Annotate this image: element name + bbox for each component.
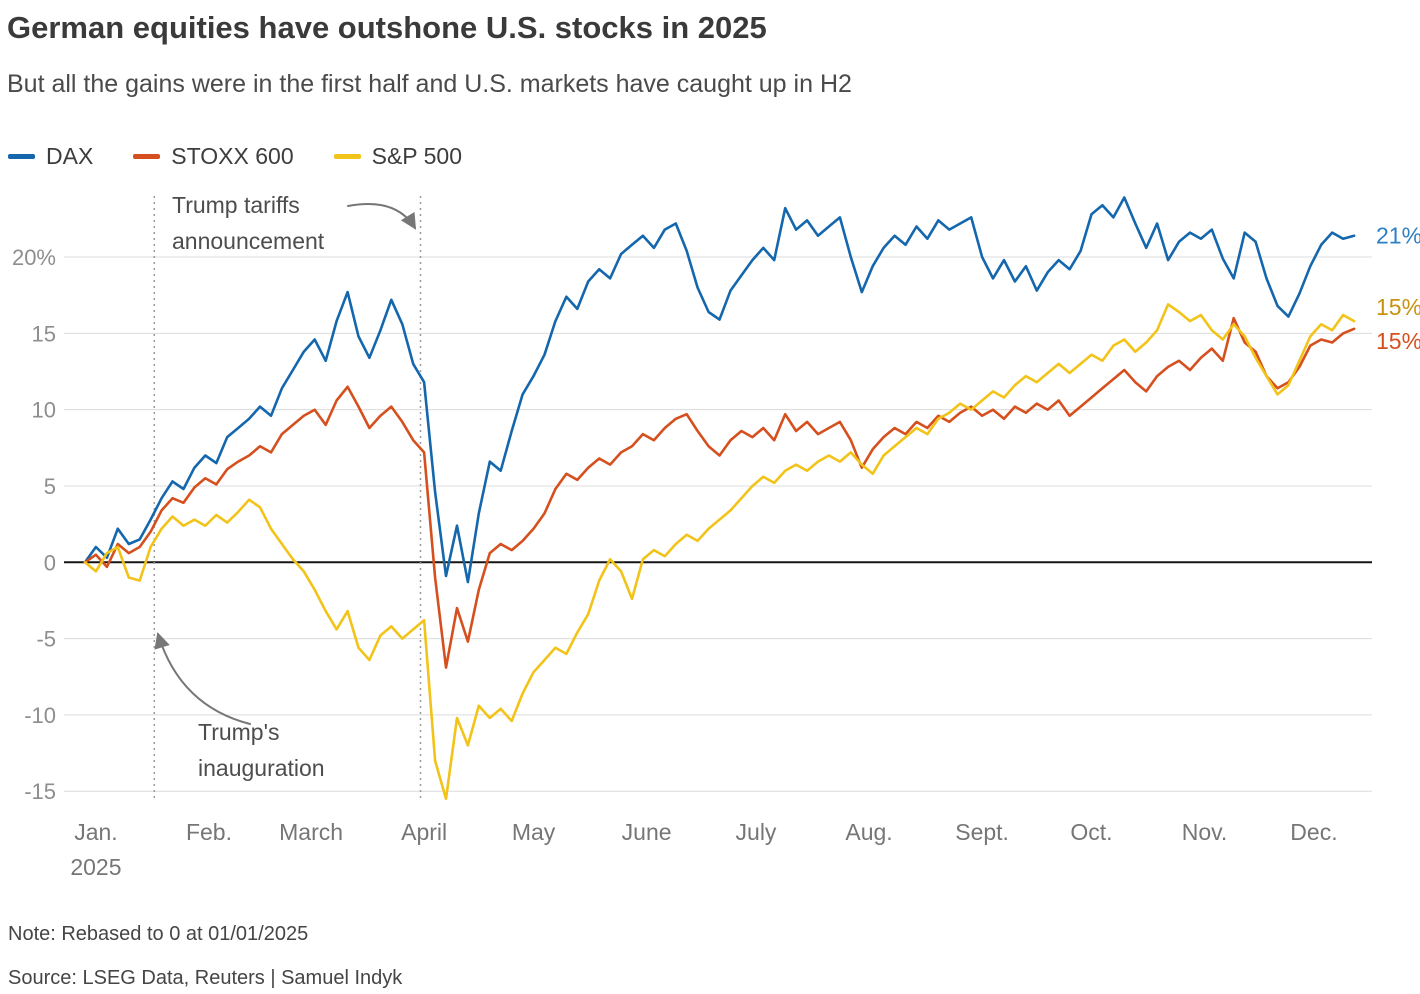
x-tick-label: Jan. [74, 819, 117, 845]
x-tick-label: June [622, 819, 672, 845]
legend-item-sp500: S&P 500 [333, 143, 462, 170]
sp500-swatch-icon [333, 154, 361, 159]
x-tick-label: Dec. [1290, 819, 1337, 845]
y-tick-label: 0 [44, 550, 56, 575]
y-tick-label: 5 [44, 474, 56, 499]
x-tick-label: April [401, 819, 447, 845]
series-layer [83, 196, 1356, 801]
annotation-inauguration-line1: Trump's [198, 719, 280, 745]
end-label: 15% [1376, 294, 1420, 320]
stoxx-600-line [83, 316, 1356, 669]
y-tick-label: -5 [36, 627, 56, 652]
annotation-inauguration-line2: inauguration [198, 755, 325, 781]
y-tick-label: -15 [24, 779, 56, 804]
chart-note: Note: Rebased to 0 at 01/01/2025 [8, 923, 309, 945]
x-tick-label: Nov. [1182, 819, 1228, 845]
legend-label-sp500: S&P 500 [371, 143, 462, 169]
chart-source: Source: LSEG Data, Reuters | Samuel Indy… [8, 967, 403, 989]
chart-title: German equities have outshone U.S. stock… [7, 10, 767, 45]
y-tick-label: -10 [24, 703, 56, 728]
end-label: 21% [1376, 223, 1420, 249]
dax-swatch-icon [8, 154, 35, 159]
dax-line [83, 196, 1356, 584]
legend: DAX STOXX 600 S&P 500 [8, 143, 462, 170]
inauguration-annotation-arrow [154, 632, 251, 725]
x-tick-label: Feb. [186, 819, 232, 845]
x-tick-label: Sept. [955, 819, 1009, 845]
annotation-inauguration: Trump's inauguration [198, 714, 325, 786]
grid-layer [64, 196, 1372, 802]
y-tick-label: 15 [32, 321, 56, 346]
annotation-tariffs-line2: announcement [172, 228, 325, 254]
y-tick-label: 20% [12, 245, 56, 270]
legend-item-dax: DAX [8, 143, 93, 170]
annotation-tariffs-line1: Trump tariffs [172, 192, 300, 218]
legend-label-stoxx: STOXX 600 [171, 143, 294, 169]
tariffs-annotation-arrow [347, 202, 417, 230]
end-label: 15% [1376, 328, 1420, 354]
legend-label-dax: DAX [46, 143, 94, 169]
y-tick-label: 10 [32, 398, 56, 423]
x-tick-sublabel: 2025 [70, 854, 121, 880]
axis-label-layer: 20% 15 10 5 0 -5 -10 -15 Jan. 2025 Feb. March April M… [12, 223, 1420, 880]
x-tick-label: March [279, 819, 343, 845]
annotation-tariffs: Trump tariffs announcement [172, 187, 324, 259]
legend-item-stoxx: STOXX 600 [133, 143, 294, 170]
x-tick-label: May [512, 819, 556, 845]
chart-subtitle: But all the gains were in the first half… [7, 70, 852, 98]
x-tick-label: July [736, 819, 777, 845]
stoxx-swatch-icon [133, 154, 161, 159]
s-p-500-line [83, 303, 1356, 801]
x-tick-label: Aug. [845, 819, 892, 845]
x-tick-label: Oct. [1070, 819, 1112, 845]
